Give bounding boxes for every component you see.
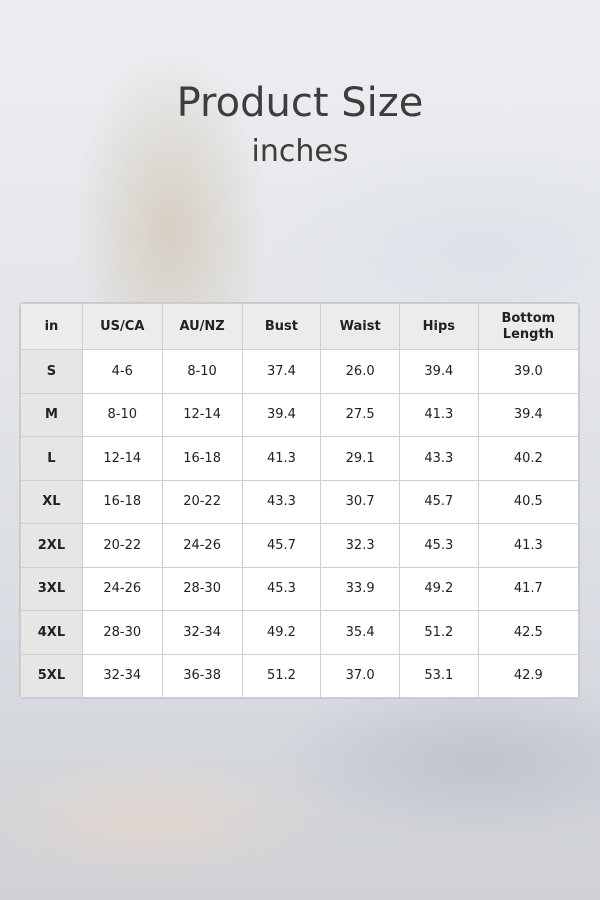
table-cell: 42.9	[477, 653, 579, 698]
table-cell: 42.5	[477, 610, 579, 655]
table-cell: 28-30	[81, 610, 163, 655]
table-cell: 33.9	[320, 566, 400, 611]
table-cell: 27.5	[320, 392, 400, 437]
table-cell: 12-14	[81, 436, 163, 481]
table-cell: 16-18	[161, 436, 243, 481]
table-cell: 45.7	[241, 523, 322, 568]
table-cell: 41.3	[477, 523, 579, 568]
table-cell: 40.2	[477, 436, 579, 481]
size-label: M	[20, 392, 83, 437]
table-cell: 43.3	[241, 479, 322, 524]
table-cell: 49.2	[398, 566, 479, 611]
table-cell: 16-18	[81, 479, 163, 524]
table-row: 4XL 28-30 32-34 49.2 35.4 51.2 42.5	[20, 610, 579, 655]
size-label: 5XL	[20, 653, 83, 698]
table-cell: 20-22	[81, 523, 163, 568]
column-header: in	[20, 303, 83, 350]
column-header: US/CA	[81, 303, 163, 350]
size-chart-table: in US/CA AU/NZ Bust Waist Hips Bottom Length S…	[20, 303, 579, 698]
table-row: M 8-10 12-14 39.4 27.5 41.3 39.4	[20, 392, 579, 437]
table-cell: 36-38	[161, 653, 243, 698]
table-cell: 35.4	[320, 610, 400, 655]
column-header: Bottom Length	[477, 303, 579, 350]
size-label: 4XL	[20, 610, 83, 655]
column-header: Waist	[320, 303, 400, 350]
table-cell: 28-30	[161, 566, 243, 611]
page-title: Product Size	[176, 80, 424, 126]
size-label: 3XL	[20, 566, 83, 611]
table-cell: 45.3	[241, 566, 322, 611]
table-cell: 53.1	[398, 653, 479, 698]
table-cell: 4-6	[81, 349, 163, 394]
table-cell: 8-10	[81, 392, 163, 437]
table-cell: 39.4	[477, 392, 579, 437]
table-cell: 40.5	[477, 479, 579, 524]
table-cell: 32.3	[320, 523, 400, 568]
table-cell: 24-26	[161, 523, 243, 568]
size-label: 2XL	[20, 523, 83, 568]
table-cell: 39.0	[477, 349, 579, 394]
table-cell: 24-26	[81, 566, 163, 611]
table-cell: 32-34	[161, 610, 243, 655]
size-label: XL	[20, 479, 83, 524]
table-row: XL 16-18 20-22 43.3 30.7 45.7 40.5	[20, 479, 579, 524]
table-cell: 49.2	[241, 610, 322, 655]
table-cell: 37.4	[241, 349, 322, 394]
table-cell: 26.0	[320, 349, 400, 394]
table-cell: 41.3	[241, 436, 322, 481]
table-cell: 37.0	[320, 653, 400, 698]
table-cell: 30.7	[320, 479, 400, 524]
column-header: AU/NZ	[161, 303, 243, 350]
table-cell: 29.1	[320, 436, 400, 481]
table-cell: 20-22	[161, 479, 243, 524]
table-cell: 41.3	[398, 392, 479, 437]
column-header: Bust	[241, 303, 322, 350]
table-row: 2XL 20-22 24-26 45.7 32.3 45.3 41.3	[20, 523, 579, 568]
table-row: 5XL 32-34 36-38 51.2 37.0 53.1 42.9	[20, 653, 579, 698]
table-cell: 32-34	[81, 653, 163, 698]
table-cell: 51.2	[398, 610, 479, 655]
unit-subtitle: inches	[251, 134, 349, 169]
table-row: S 4-6 8-10 37.4 26.0 39.4 39.0	[20, 349, 579, 394]
table-row: L 12-14 16-18 41.3 29.1 43.3 40.2	[20, 436, 579, 481]
size-label: S	[20, 349, 83, 394]
table-cell: 39.4	[241, 392, 322, 437]
table-header-row: in US/CA AU/NZ Bust Waist Hips Bottom Length	[20, 303, 579, 350]
table-cell: 45.7	[398, 479, 479, 524]
table-cell: 43.3	[398, 436, 479, 481]
table-cell: 41.7	[477, 566, 579, 611]
table-cell: 39.4	[398, 349, 479, 394]
table-cell: 45.3	[398, 523, 479, 568]
table-cell: 51.2	[241, 653, 322, 698]
table-cell: 12-14	[161, 392, 243, 437]
table-row: 3XL 24-26 28-30 45.3 33.9 49.2 41.7	[20, 566, 579, 611]
size-label: L	[20, 436, 83, 481]
column-header: Hips	[398, 303, 479, 350]
table-cell: 8-10	[161, 349, 243, 394]
